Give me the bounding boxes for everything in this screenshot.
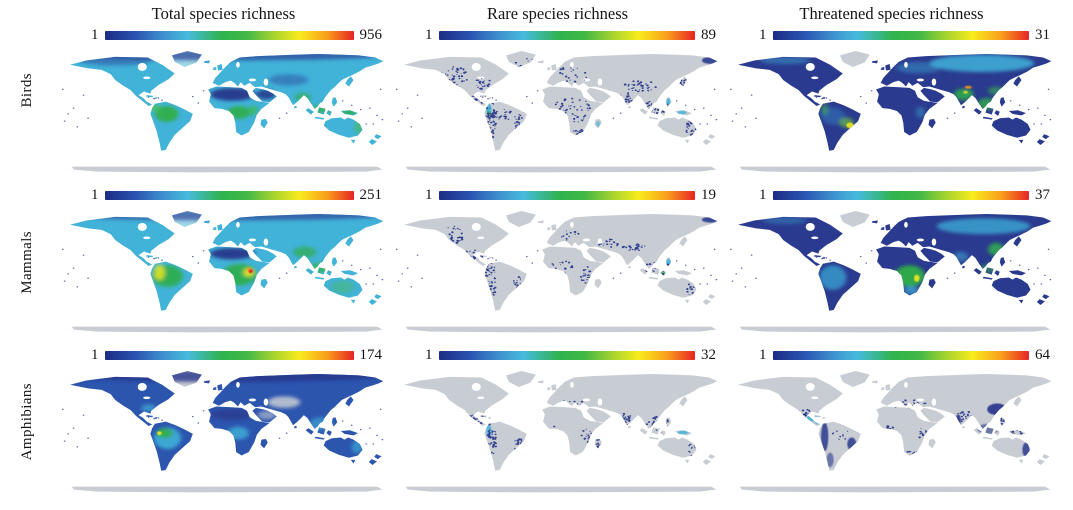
colorbar-min: 1 [425,187,433,203]
row-label-birds: Birds [2,4,52,176]
row-label-text: Mammals [18,230,35,294]
column-title-threatened: Threatened species richness [799,4,984,23]
colorbar-gradient [772,191,1029,200]
colorbar-gradient [438,191,695,200]
row-label-text: Birds [18,72,35,108]
colorbar-max: 174 [359,347,383,363]
cell-birds-threatened: Threatened species richness 1 31 [729,4,1054,176]
cell-birds-total: Total species richness 1 956 [61,4,386,176]
colorbar-max: 37 [1035,187,1050,203]
colorbar-gradient [438,351,695,360]
row-label-mammals: Mammals [2,188,52,336]
colorbar-min: 1 [91,27,99,43]
row-label-amphibians: Amphibians [2,348,52,496]
cell-mammals-threatened: 1 37 [729,188,1054,336]
colorbar-mammals-threatened: 1 37 [729,188,1054,206]
colorbar-gradient [772,351,1029,360]
colorbar-mammals-rare: 1 19 [395,188,720,206]
colorbar-max: 64 [1035,347,1050,363]
column-title-rare: Rare species richness [486,4,629,23]
colorbar-min: 1 [759,347,767,363]
colorbar-birds-threatened: 1 31 [729,28,1054,46]
world-map-mammals-total [61,206,386,336]
world-map-mammals-rare [395,206,720,336]
colorbar-gradient [104,191,354,200]
cell-amphibians-threatened: 1 64 [729,348,1054,496]
world-map-amphibians-rare [395,366,720,496]
colorbar-mammals-total: 1 251 [61,188,386,206]
colorbar-amphibians-total: 1 174 [61,348,386,366]
species-richness-figure: Birds Total species richness 1 956 Rare … [2,4,1054,496]
column-title-total: Total species richness [151,4,296,23]
colorbar-gradient [104,351,354,360]
colorbar-min: 1 [91,347,99,363]
colorbar-min: 1 [425,27,433,43]
colorbar-min: 1 [759,27,767,43]
colorbar-max: 251 [359,187,383,203]
colorbar-gradient [104,31,354,40]
cell-amphibians-rare: 1 32 [395,348,720,496]
cell-birds-rare: Rare species richness 1 89 [395,4,720,176]
world-map-birds-threatened [729,46,1054,176]
colorbar-amphibians-rare: 1 32 [395,348,720,366]
world-map-birds-rare [395,46,720,176]
colorbar-min: 1 [91,187,99,203]
world-map-amphibians-threatened [729,366,1054,496]
colorbar-max: 956 [359,27,383,43]
world-map-birds-total [61,46,386,176]
cell-mammals-rare: 1 19 [395,188,720,336]
colorbar-max: 89 [701,27,716,43]
cell-mammals-total: 1 251 [61,188,386,336]
colorbar-amphibians-threatened: 1 64 [729,348,1054,366]
colorbar-min: 1 [759,187,767,203]
colorbar-min: 1 [425,347,433,363]
colorbar-birds-total: 1 956 [61,28,386,46]
row-label-text: Amphibians [18,383,35,461]
colorbar-birds-rare: 1 89 [395,28,720,46]
colorbar-max: 32 [701,347,716,363]
colorbar-gradient [772,31,1029,40]
world-map-amphibians-total [61,366,386,496]
colorbar-max: 19 [701,187,716,203]
colorbar-max: 31 [1035,27,1050,43]
cell-amphibians-total: 1 174 [61,348,386,496]
colorbar-gradient [438,31,695,40]
world-map-mammals-threatened [729,206,1054,336]
